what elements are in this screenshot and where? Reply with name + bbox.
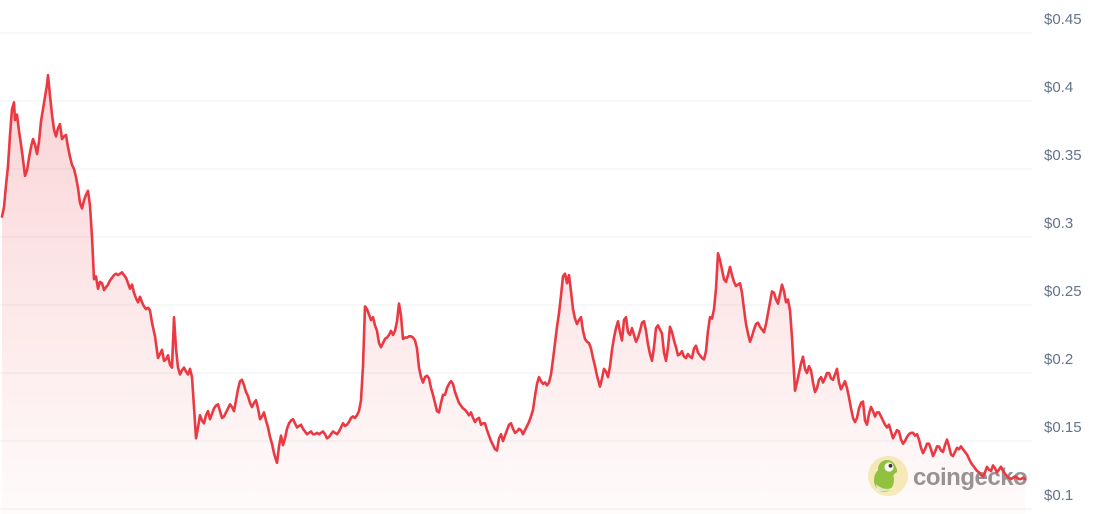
y-tick-label: $0.4 [1044, 79, 1074, 96]
y-tick-label: $0.25 [1044, 283, 1082, 300]
y-tick-label: $0.15 [1044, 419, 1082, 436]
price-line [0, 73, 1027, 481]
y-tick-label: $0.35 [1044, 147, 1082, 164]
price-area-fill [2, 75, 1025, 514]
y-tick-label: $0.1 [1044, 487, 1074, 504]
y-tick-label: $0.3 [1044, 215, 1074, 232]
y-tick-label: $0.45 [1044, 11, 1082, 28]
y-tick-label: $0.2 [1044, 351, 1074, 368]
